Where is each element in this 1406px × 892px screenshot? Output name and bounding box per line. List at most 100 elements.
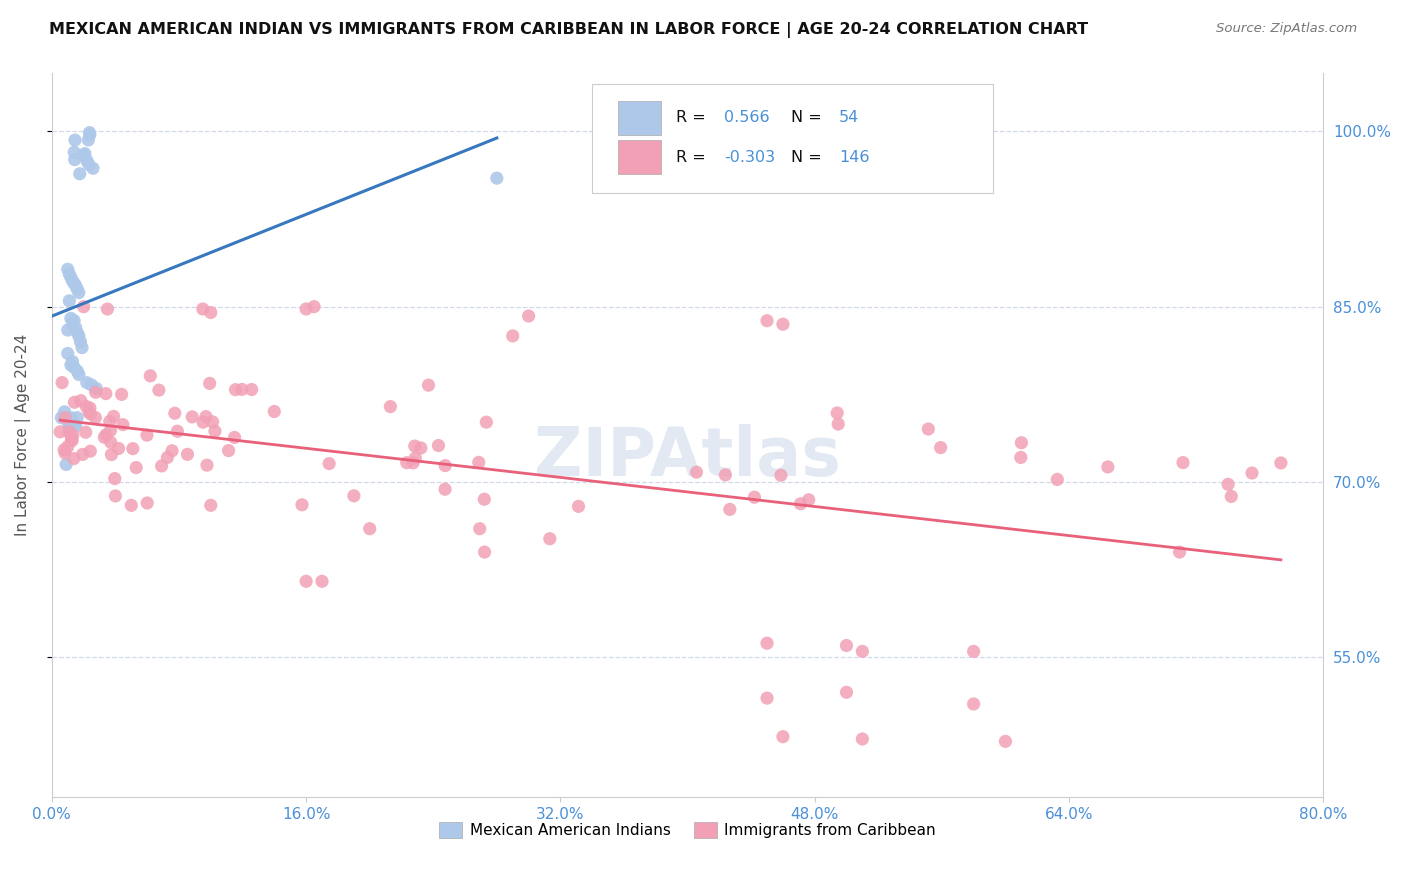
Point [56, 414, 79, 428]
Point [63, 145, 86, 160]
Point [66, 282, 89, 296]
Point [756, 314, 779, 328]
Point [1270, 456, 1292, 470]
Point [69, 334, 91, 349]
Point [962, 697, 984, 711]
Point [195, 458, 218, 472]
Point [111, 387, 134, 401]
Point [756, 691, 779, 706]
Point [79, 401, 101, 416]
Point [225, 383, 247, 397]
Point [851, 731, 873, 746]
Point [756, 636, 779, 650]
Point [63, 133, 86, 147]
Point [82, 161, 104, 176]
Point [63, 360, 86, 375]
Point [65, 320, 87, 334]
Point [744, 490, 766, 504]
Point [63, 451, 86, 466]
Point [62, 317, 84, 331]
Point [191, 301, 214, 316]
Point [53, 442, 76, 457]
Point [343, 489, 366, 503]
Point [166, 424, 188, 438]
Point [53, 446, 76, 460]
Point [148, 383, 170, 397]
Point [359, 522, 381, 536]
Text: R =: R = [676, 111, 711, 126]
Point [835, 639, 858, 653]
Point [538, 532, 561, 546]
Point [1046, 472, 1069, 486]
Point [714, 467, 737, 482]
Point [204, 424, 226, 438]
Point [56, 323, 79, 337]
Point [75, 400, 97, 414]
Point [56, 440, 79, 454]
Text: 54: 54 [839, 111, 859, 126]
Point [835, 685, 858, 699]
Point [98, 414, 121, 428]
Point [56, 262, 79, 277]
Point [125, 460, 148, 475]
Point [195, 409, 218, 424]
Point [70, 341, 93, 355]
Point [191, 415, 214, 429]
Point [295, 301, 318, 316]
Point [404, 439, 426, 453]
Point [53, 410, 76, 425]
Point [231, 383, 253, 397]
Text: Source: ZipAtlas.com: Source: ZipAtlas.com [1216, 22, 1357, 36]
Point [120, 499, 142, 513]
Point [218, 443, 240, 458]
Point [409, 441, 432, 455]
Point [475, 415, 498, 429]
Point [181, 409, 204, 424]
Point [224, 430, 246, 444]
Point [402, 456, 425, 470]
Point [58, 425, 80, 439]
Text: N =: N = [790, 150, 827, 164]
Point [291, 498, 314, 512]
Point [79, 126, 101, 140]
Point [49, 425, 72, 439]
Point [1220, 489, 1243, 503]
Point [63, 277, 86, 291]
Point [59, 270, 82, 285]
Point [76, 376, 98, 390]
Point [72, 447, 94, 461]
Point [851, 644, 873, 658]
Point [418, 378, 440, 392]
Point [1171, 456, 1194, 470]
Point [59, 311, 82, 326]
Point [60, 433, 83, 447]
Point [100, 435, 122, 450]
Point [994, 734, 1017, 748]
Point [79, 128, 101, 142]
Text: 146: 146 [839, 150, 869, 164]
Point [77, 133, 100, 147]
Text: N =: N = [790, 111, 827, 126]
Point [318, 457, 340, 471]
Point [380, 400, 402, 414]
Point [59, 358, 82, 372]
Point [66, 326, 89, 340]
Text: -0.303: -0.303 [724, 150, 776, 164]
Point [66, 364, 89, 378]
Point [67, 368, 90, 382]
Point [825, 406, 848, 420]
Point [156, 450, 179, 465]
Point [58, 418, 80, 433]
Point [100, 424, 122, 438]
Point [59, 410, 82, 425]
Point [58, 293, 80, 308]
Point [63, 395, 86, 409]
Point [163, 406, 186, 420]
Point [51, 376, 73, 390]
Point [65, 418, 87, 433]
Point [96, 427, 118, 442]
Point [468, 455, 491, 469]
Point [295, 574, 318, 589]
Point [468, 522, 491, 536]
Point [111, 417, 134, 432]
